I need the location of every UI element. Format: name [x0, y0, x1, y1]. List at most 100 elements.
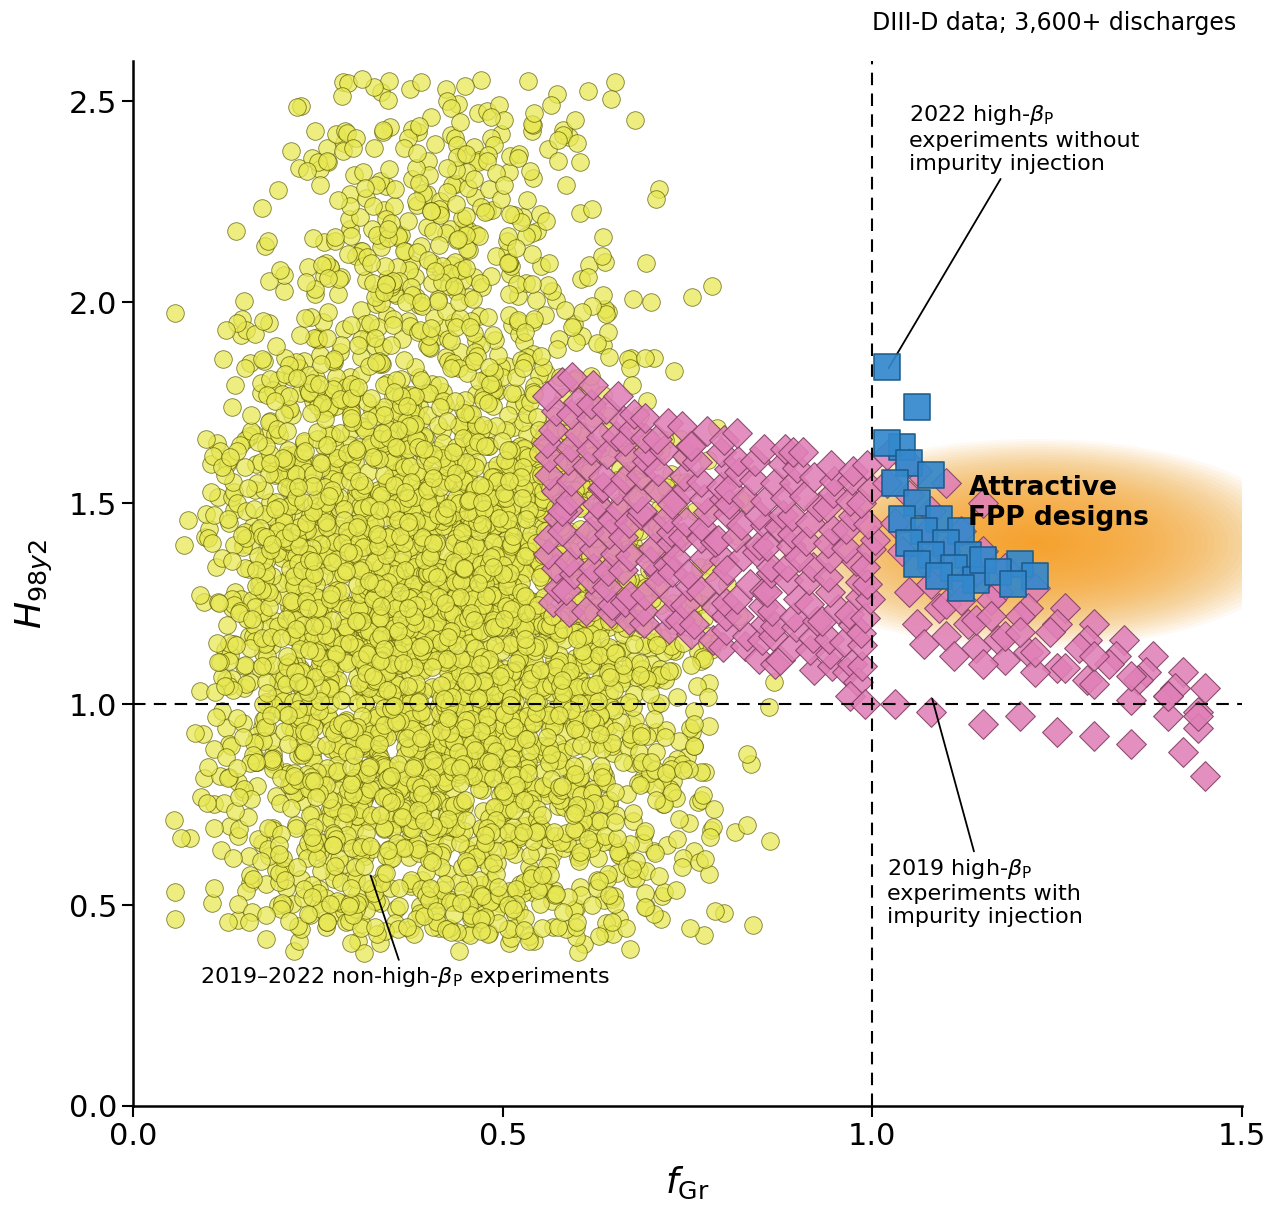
- Point: [256, 436, 276, 456]
- Point: [593, 335, 613, 355]
- Point: [646, 669, 667, 689]
- Point: [383, 452, 403, 471]
- Point: [239, 872, 260, 892]
- Point: [288, 700, 308, 719]
- Point: [531, 468, 552, 487]
- Point: [440, 629, 461, 649]
- Point: [337, 124, 357, 143]
- Point: [288, 671, 308, 690]
- Point: [378, 434, 398, 453]
- Point: [563, 717, 584, 736]
- Point: [662, 533, 682, 553]
- Point: [415, 442, 435, 462]
- Point: [259, 846, 279, 865]
- Point: [500, 264, 521, 283]
- Point: [481, 128, 502, 147]
- Point: [458, 464, 479, 484]
- Point: [444, 552, 465, 571]
- Point: [552, 501, 572, 520]
- Point: [1106, 646, 1126, 666]
- Point: [477, 752, 498, 772]
- Point: [375, 484, 396, 503]
- Point: [369, 610, 389, 629]
- Point: [613, 599, 634, 618]
- Point: [740, 575, 760, 594]
- Point: [259, 818, 279, 837]
- Point: [268, 464, 288, 484]
- Point: [285, 487, 306, 507]
- Point: [710, 442, 731, 462]
- Point: [447, 716, 467, 735]
- Point: [580, 378, 600, 397]
- Point: [410, 637, 430, 656]
- Point: [288, 459, 308, 479]
- Point: [654, 795, 675, 814]
- Point: [580, 547, 600, 566]
- Point: [453, 686, 474, 706]
- Point: [407, 741, 428, 761]
- Point: [412, 477, 433, 497]
- Point: [421, 473, 442, 492]
- Point: [452, 271, 472, 290]
- Point: [567, 799, 588, 819]
- Point: [357, 462, 378, 481]
- Point: [413, 442, 434, 462]
- Point: [425, 768, 445, 787]
- Point: [419, 476, 439, 496]
- Point: [429, 563, 449, 582]
- Point: [538, 544, 558, 564]
- Point: [525, 778, 545, 797]
- Point: [236, 559, 256, 578]
- Point: [371, 355, 392, 374]
- Point: [273, 848, 293, 868]
- Point: [335, 651, 356, 671]
- Point: [618, 549, 639, 569]
- Point: [324, 646, 344, 666]
- Point: [472, 564, 493, 583]
- Point: [419, 889, 439, 909]
- Point: [358, 571, 379, 590]
- Point: [611, 673, 631, 693]
- Point: [609, 535, 630, 554]
- Point: [781, 537, 801, 556]
- Point: [454, 751, 475, 770]
- Point: [197, 529, 218, 548]
- Point: [483, 676, 503, 695]
- Point: [289, 707, 310, 727]
- Point: [472, 751, 493, 770]
- Point: [622, 860, 643, 880]
- Point: [653, 499, 673, 519]
- Point: [700, 640, 721, 660]
- Point: [268, 616, 288, 635]
- Point: [326, 903, 347, 922]
- Point: [559, 564, 580, 583]
- Point: [591, 612, 612, 632]
- Point: [718, 504, 739, 524]
- Point: [369, 429, 389, 448]
- Point: [219, 447, 239, 467]
- Point: [351, 736, 371, 756]
- Point: [454, 736, 475, 756]
- Point: [659, 661, 680, 680]
- Point: [489, 809, 509, 829]
- Point: [344, 813, 365, 832]
- Point: [644, 347, 664, 367]
- Point: [641, 508, 662, 527]
- Point: [500, 256, 521, 276]
- Point: [416, 706, 436, 725]
- Point: [1098, 654, 1119, 673]
- Point: [856, 575, 877, 594]
- Point: [303, 502, 324, 521]
- Point: [402, 575, 422, 594]
- Point: [392, 699, 412, 718]
- Point: [652, 628, 672, 648]
- Point: [532, 874, 553, 893]
- Point: [388, 593, 408, 612]
- Point: [561, 796, 581, 815]
- Point: [429, 203, 449, 222]
- Point: [498, 823, 518, 842]
- Point: [329, 781, 349, 801]
- Point: [269, 844, 289, 864]
- Point: [628, 742, 649, 762]
- Point: [403, 416, 424, 435]
